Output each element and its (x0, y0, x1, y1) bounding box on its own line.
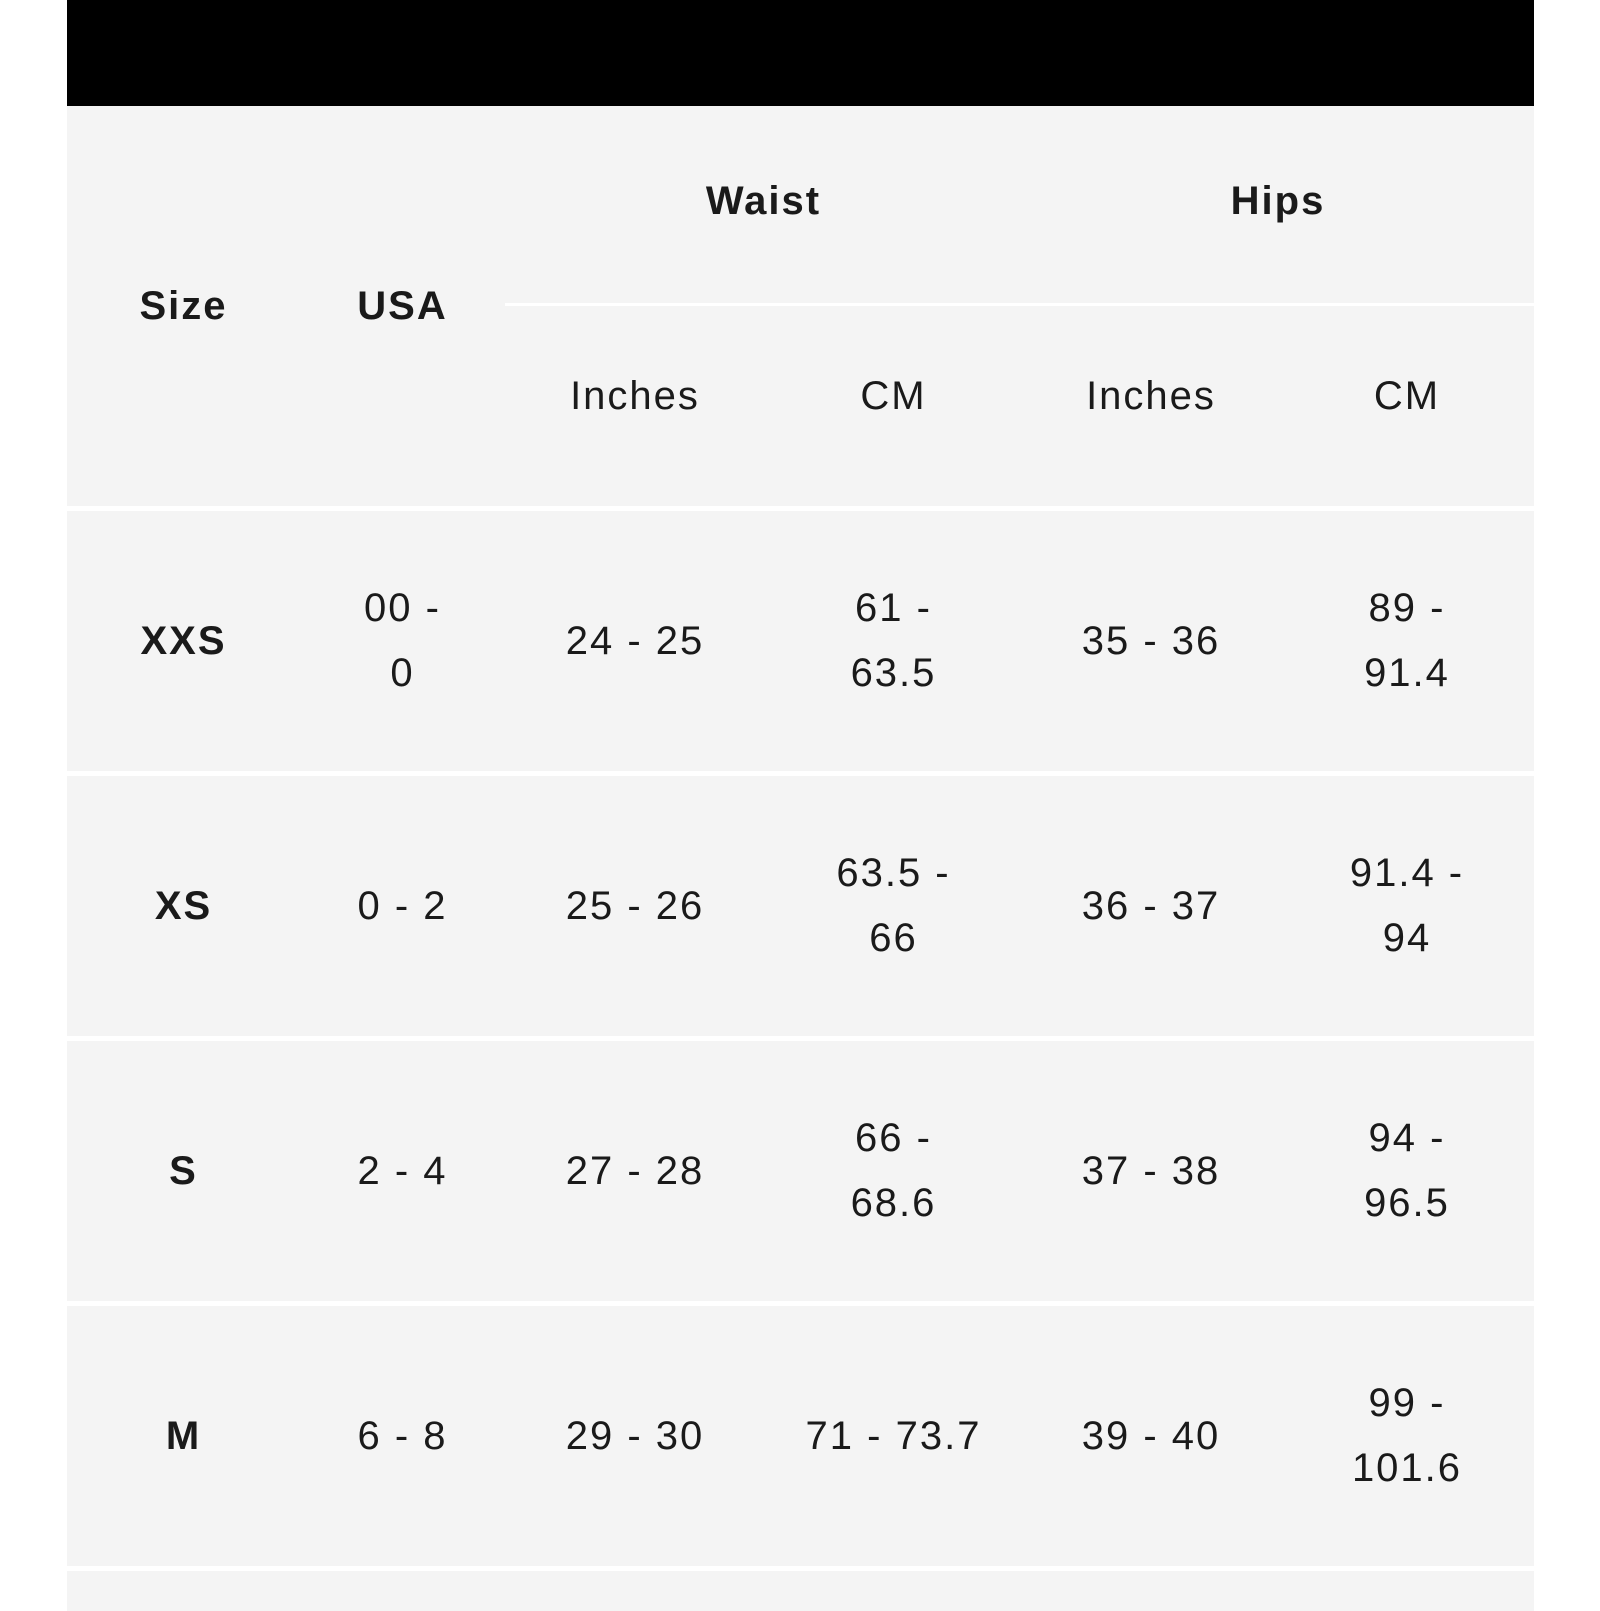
header-hips-inches: Inches (1086, 373, 1216, 418)
cell-line: 35 - 36 (1081, 618, 1221, 663)
cell-line: 66 - (855, 1116, 932, 1160)
cell-size: M (165, 1413, 202, 1458)
cell-line: 63.5 - (836, 851, 951, 895)
cell-hips-cm: 94 - 96.5 (1280, 1041, 1534, 1301)
cell-waist-cm: 63.5 - 66 (765, 776, 1022, 1036)
cell-size: S (169, 1148, 198, 1193)
cell-size: XXS (140, 618, 227, 663)
cell-line: 6 - 8 (357, 1413, 448, 1458)
cell-hips-in: 35 - 36 (1022, 511, 1280, 771)
cell-line: 29 - 30 (565, 1413, 705, 1458)
cell-line: 0 - 2 (357, 883, 448, 928)
cell-waist-in: 27 - 28 (505, 1041, 765, 1301)
cell-hips-cm: 89 - 91.4 (1280, 511, 1534, 771)
table-row: S 2 - 4 27 - 28 66 - 68.6 37 - 38 94 - 96.5 (67, 1041, 1534, 1301)
cell-line: 25 - 26 (565, 883, 705, 928)
cell-line: 00 - (364, 586, 441, 630)
header-bar (67, 0, 1534, 106)
table-row: M 6 - 8 29 - 30 71 - 73.7 39 - 40 99 - 101.6 (67, 1306, 1534, 1566)
table-row: XXS 00 - 0 24 - 25 61 - 63.5 35 - 36 89 - 91.4 (67, 511, 1534, 771)
cell-hips-cm: 99 - 101.6 (1280, 1306, 1534, 1566)
cell-hips-in: 39 - 40 (1022, 1306, 1280, 1566)
cell-line: 96.5 (1364, 1181, 1450, 1225)
cell-line: 24 - 25 (565, 618, 705, 663)
cell-line: 39 - 40 (1081, 1413, 1221, 1458)
table-row-partial (67, 1571, 1534, 1611)
cell-line: 99 - (1368, 1381, 1446, 1425)
cell-line: 37 - 38 (1081, 1148, 1221, 1193)
cell-line: 36 - 37 (1081, 883, 1221, 928)
cell-waist-cm: 61 - 63.5 (765, 511, 1022, 771)
cell-line: 68.6 (850, 1181, 937, 1225)
header-hips-cm: CM (1373, 373, 1441, 418)
cell-line: 66 (869, 916, 918, 960)
header-waist: Waist (705, 178, 822, 223)
table-row: XS 0 - 2 25 - 26 63.5 - 66 36 - 37 91.4 - 94 (67, 776, 1534, 1036)
cell-usa: 00 - 0 (300, 511, 505, 771)
header-divider (505, 303, 1534, 306)
cell-line: 63.5 (850, 651, 937, 695)
size-chart-table: Size USA Waist Hips Inches CM Inches CM … (67, 106, 1534, 1611)
header-waist-inches: Inches (570, 373, 700, 418)
cell-line: 91.4 - (1349, 851, 1465, 895)
cell-line: 0 (390, 651, 415, 695)
cell-hips-in: 37 - 38 (1022, 1041, 1280, 1301)
header-waist-cm: CM (860, 373, 927, 418)
cell-line: 71 - 73.7 (805, 1413, 982, 1458)
header-usa: USA (357, 283, 448, 328)
cell-line: 27 - 28 (565, 1148, 705, 1193)
cell-line: 91.4 (1364, 651, 1450, 695)
header-size: Size (139, 283, 228, 328)
cell-usa: 0 - 2 (300, 776, 505, 1036)
header-hips: Hips (1230, 178, 1326, 223)
cell-line: 94 - (1368, 1116, 1446, 1160)
table-header: Size USA Waist Hips Inches CM Inches CM (67, 106, 1534, 506)
cell-line: 89 - (1368, 586, 1446, 630)
cell-waist-cm: 71 - 73.7 (765, 1306, 1022, 1566)
cell-hips-in: 36 - 37 (1022, 776, 1280, 1036)
cell-line: 94 (1382, 916, 1432, 960)
cell-waist-in: 25 - 26 (505, 776, 765, 1036)
cell-waist-in: 24 - 25 (505, 511, 765, 771)
cell-usa: 6 - 8 (300, 1306, 505, 1566)
cell-line: 2 - 4 (357, 1148, 448, 1193)
cell-size: XS (154, 883, 213, 928)
cell-waist-cm: 66 - 68.6 (765, 1041, 1022, 1301)
cell-line: 61 - (855, 586, 932, 630)
cell-waist-in: 29 - 30 (505, 1306, 765, 1566)
cell-line: 101.6 (1351, 1446, 1463, 1490)
cell-usa: 2 - 4 (300, 1041, 505, 1301)
cell-hips-cm: 91.4 - 94 (1280, 776, 1534, 1036)
